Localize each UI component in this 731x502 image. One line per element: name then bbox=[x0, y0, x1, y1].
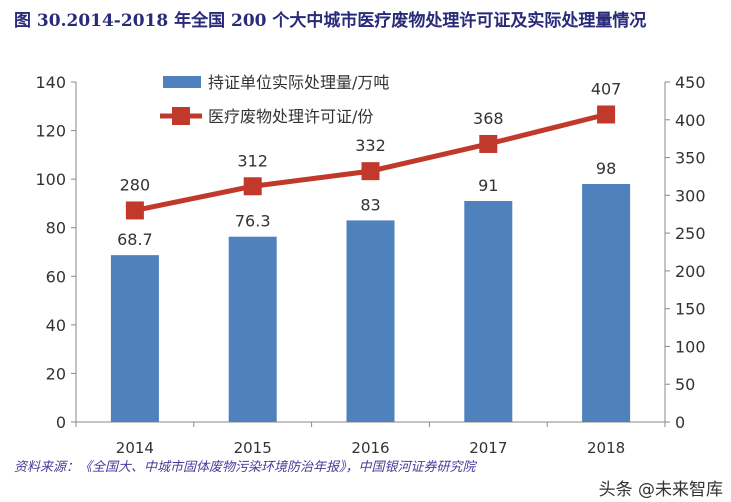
right-tick-label: 300 bbox=[675, 186, 706, 205]
source-note: 资料来源：《全国大、中城市固体废物污染环境防治年报》，中国银河证券研究院 bbox=[14, 460, 476, 475]
left-tick-label: 20 bbox=[46, 364, 66, 383]
line-marker bbox=[243, 177, 262, 196]
line-data-label: 280 bbox=[120, 175, 151, 194]
line-data-label: 368 bbox=[473, 109, 504, 128]
left-tick-label: 100 bbox=[35, 170, 66, 189]
right-tick-label: 100 bbox=[675, 337, 706, 356]
bar-data-label: 91 bbox=[478, 176, 498, 195]
right-tick-label: 150 bbox=[675, 300, 706, 319]
bar bbox=[464, 201, 513, 422]
legend-bar-swatch bbox=[163, 76, 201, 88]
right-tick-label: 50 bbox=[675, 375, 695, 394]
x-tick-label: 2014 bbox=[116, 439, 154, 457]
bar-data-label: 68.7 bbox=[117, 230, 153, 249]
left-tick-label: 140 bbox=[35, 73, 66, 92]
x-tick-label: 2016 bbox=[351, 439, 389, 457]
watermark: 头条 @未来智库 bbox=[598, 480, 723, 500]
chart-title: 图 30.2014-2018 年全国 200 个大中城市医疗废物处理许可证及实际… bbox=[14, 11, 647, 31]
left-tick-label: 80 bbox=[46, 219, 66, 238]
bar bbox=[582, 184, 631, 422]
bar bbox=[228, 236, 277, 422]
x-tick-label: 2018 bbox=[587, 439, 625, 457]
right-tick-label: 0 bbox=[675, 413, 685, 432]
x-tick-label: 2017 bbox=[469, 439, 507, 457]
line-data-label: 407 bbox=[591, 79, 622, 98]
right-tick-label: 450 bbox=[675, 73, 706, 92]
line-data-label: 332 bbox=[355, 136, 386, 155]
right-tick-label: 200 bbox=[675, 262, 706, 281]
line-data-label: 312 bbox=[237, 151, 268, 170]
line-marker bbox=[597, 105, 616, 124]
legend-line-label: 医疗废物处理许可证/份 bbox=[208, 107, 373, 126]
x-tick-label: 2015 bbox=[234, 439, 272, 457]
line-marker bbox=[479, 134, 498, 153]
left-tick-label: 120 bbox=[35, 122, 66, 141]
right-tick-label: 400 bbox=[675, 111, 706, 130]
line-marker bbox=[125, 201, 144, 220]
right-tick-label: 350 bbox=[675, 149, 706, 168]
left-tick-label: 40 bbox=[46, 316, 66, 335]
legend-bar-label: 持证单位实际处理量/万吨 bbox=[208, 73, 389, 92]
left-tick-label: 0 bbox=[56, 413, 66, 432]
legend-line-marker bbox=[172, 107, 190, 125]
bar-data-label: 76.3 bbox=[235, 212, 271, 231]
bar-data-label: 83 bbox=[360, 195, 380, 214]
right-tick-label: 250 bbox=[675, 224, 706, 243]
line-marker bbox=[361, 162, 380, 181]
bar-data-label: 98 bbox=[596, 159, 616, 178]
left-tick-label: 60 bbox=[46, 267, 66, 286]
bar bbox=[110, 255, 159, 422]
bar bbox=[346, 220, 395, 422]
